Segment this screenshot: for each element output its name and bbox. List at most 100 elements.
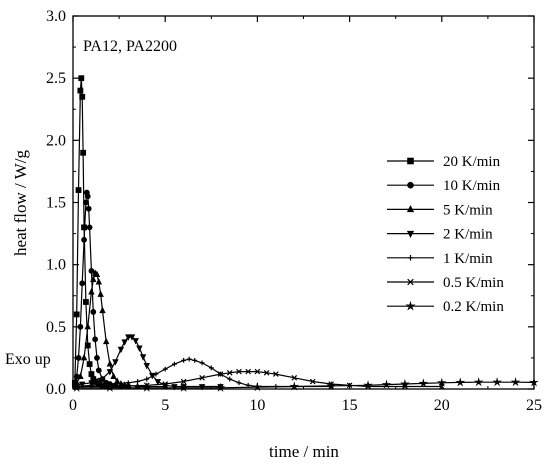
data-point [80, 149, 87, 156]
ticks-layer: 0 5 10 15 20 25 0.0 0.5 1.0 1.5 2.0 2.5 3.0 [46, 8, 542, 414]
data-point [97, 290, 104, 297]
data-point [132, 338, 139, 345]
data-point [492, 377, 502, 387]
series-triangle-up [73, 269, 169, 389]
legend-label: 0.5 K/min [443, 275, 504, 291]
data-point [180, 378, 187, 385]
data-point [88, 267, 95, 274]
data-point [309, 378, 316, 385]
data-point [125, 334, 132, 341]
data-point [144, 376, 150, 382]
legend-item: 20 K/min [387, 154, 501, 170]
exo-up-label: Exo up [5, 351, 51, 368]
data-point [77, 87, 84, 94]
data-point [154, 379, 162, 386]
data-point [400, 378, 410, 389]
x-tick-label: 20 [434, 397, 450, 414]
data-point [181, 358, 187, 363]
data-point [79, 280, 86, 287]
legend-marker [407, 157, 414, 165]
data-point [273, 371, 279, 377]
legend-marker [406, 230, 415, 239]
data-point [245, 368, 252, 375]
legend: 20 K/min 10 K/min 5 K/min 2 K/min 1 K/min 0.5… [387, 154, 504, 315]
legend-label: 10 K/min [443, 178, 501, 194]
data-point [117, 346, 125, 354]
legend-label: 0.2 K/min [443, 299, 504, 315]
data-point [94, 355, 100, 361]
data-point [199, 360, 205, 366]
data-point [226, 370, 233, 376]
data-point [254, 368, 261, 375]
data-point [186, 356, 192, 362]
data-point [90, 309, 97, 315]
data-point [289, 381, 300, 391]
data-point [112, 359, 119, 366]
series-line [76, 381, 535, 389]
data-point [99, 306, 106, 314]
data-point [83, 299, 89, 305]
data-point [135, 379, 140, 384]
data-point [86, 224, 93, 231]
data-point [121, 339, 128, 346]
data-point [455, 377, 466, 387]
data-point [236, 380, 242, 386]
data-point [208, 365, 214, 371]
data-point [73, 311, 80, 318]
data-point [199, 374, 205, 381]
data-point [363, 380, 373, 390]
x-tick-label: 15 [342, 397, 358, 414]
data-point [128, 334, 136, 341]
data-point [143, 362, 150, 370]
legend-item: 0.2 K/min [387, 299, 504, 315]
data-point [171, 384, 178, 391]
data-point [198, 384, 206, 391]
legend-marker [405, 300, 416, 311]
data-point [80, 353, 88, 361]
data-point [84, 322, 91, 330]
data-point [102, 337, 110, 345]
legend-marker [407, 255, 414, 261]
y-tick-label: 3.0 [46, 8, 66, 25]
data-point [473, 377, 484, 387]
series-line [76, 358, 332, 388]
legend-item: 10 K/min [387, 178, 501, 194]
legend-marker [407, 278, 414, 286]
data-point [291, 374, 298, 381]
x-tick-label: 5 [161, 397, 169, 414]
data-point [217, 371, 224, 377]
x-axis-title: time / min [269, 442, 339, 461]
x-tick-label: 0 [69, 397, 77, 414]
data-point [97, 377, 104, 385]
data-point [75, 187, 82, 193]
y-tick-label: 2.0 [46, 132, 66, 149]
data-point [106, 360, 114, 367]
data-point [95, 278, 103, 285]
data-point [90, 275, 97, 283]
data-point [141, 382, 152, 392]
data-point [381, 379, 392, 389]
y-axis-title: heat flow / W/g [11, 150, 30, 256]
data-point [215, 382, 226, 392]
data-point [88, 287, 95, 295]
data-point [172, 361, 177, 367]
legend-marker [406, 204, 415, 213]
data-point [326, 380, 336, 391]
data-point [136, 345, 143, 352]
data-point [84, 193, 91, 200]
data-point [79, 381, 86, 389]
data-point [78, 75, 85, 82]
legend-marker [407, 181, 414, 189]
data-point [510, 377, 521, 387]
series-circle [71, 189, 132, 390]
data-point [86, 361, 93, 368]
data-point [83, 199, 89, 206]
legend-item: 0.5 K/min [387, 275, 504, 291]
data-point [227, 376, 233, 382]
legend-item: 5 K/min [387, 202, 493, 218]
legend-item: 2 K/min [387, 227, 493, 243]
x-tick-label: 25 [526, 397, 542, 414]
legend-label: 20 K/min [443, 154, 501, 170]
